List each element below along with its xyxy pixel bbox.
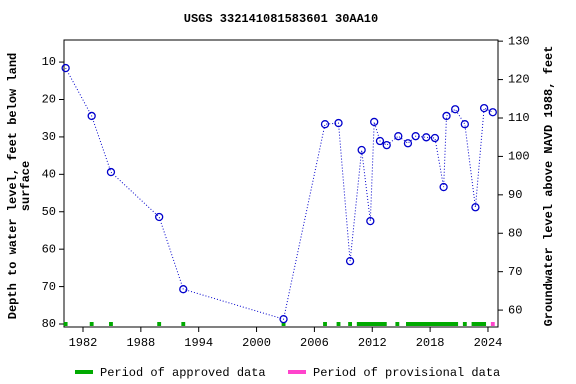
data-point (411, 132, 420, 141)
period-bar (181, 322, 186, 326)
period-bar (406, 322, 459, 326)
y-tick-label: 50 (42, 205, 56, 219)
data-point (334, 118, 343, 128)
period-bar (63, 322, 68, 326)
data-point (439, 182, 448, 192)
period-bar (490, 322, 495, 326)
y-axis-label: surface (19, 161, 33, 211)
legend-label: Period of approved data (100, 366, 266, 380)
x-tick-label: 1994 (184, 336, 213, 350)
period-bar (281, 322, 286, 326)
plot-frame (63, 39, 499, 328)
x-tick-label: 2018 (416, 336, 445, 350)
data-point (422, 133, 431, 142)
y-tick-label: 80 (42, 317, 56, 331)
x-tick-label: 2000 (242, 336, 271, 350)
data-point (460, 120, 469, 129)
data-point (357, 145, 366, 155)
data-point (87, 111, 96, 121)
chart-title: USGS 332141081583601 30AA10 (184, 12, 378, 26)
period-bar (471, 322, 487, 326)
data-point (479, 103, 489, 113)
period-bar (356, 322, 387, 326)
period-bar (462, 322, 467, 326)
data-point (61, 63, 70, 73)
data-point (488, 108, 497, 117)
x-tick-label: 1988 (126, 336, 155, 350)
data-point (451, 105, 460, 114)
data-point (366, 216, 375, 226)
data-point (320, 120, 330, 129)
data-point (394, 132, 403, 141)
period-bar (336, 322, 341, 326)
y2-tick-label: 90 (508, 188, 522, 202)
period-bar (395, 322, 400, 326)
period-bar (109, 322, 113, 326)
y2-tick-label: 60 (508, 303, 522, 317)
period-bar (157, 322, 162, 326)
period-bar (323, 322, 327, 326)
y2-tick-label: 100 (508, 150, 530, 164)
legend-label: Period of provisional data (313, 366, 500, 380)
data-point (382, 140, 391, 150)
data-point (370, 117, 379, 127)
y-tick-label: 60 (42, 242, 56, 256)
data-point (179, 285, 188, 294)
y2-axis-label: Groundwater level above NAVD 1988, feet (542, 46, 556, 327)
y2-tick-label: 110 (508, 111, 530, 125)
y2-tick-label: 80 (508, 226, 522, 240)
y2-tick-label: 70 (508, 265, 522, 279)
y2-tick-label: 130 (508, 34, 530, 48)
x-tick-label: 1982 (69, 336, 98, 350)
x-tick-label: 2006 (300, 336, 329, 350)
data-point (155, 212, 164, 222)
data-point (106, 167, 116, 177)
period-bar (89, 322, 94, 326)
data-point (375, 136, 385, 146)
y-tick-label: 40 (42, 168, 56, 182)
data-point (430, 133, 440, 143)
y-tick-label: 10 (42, 55, 56, 69)
y-tick-label: 70 (42, 280, 56, 294)
period-bar (348, 322, 353, 326)
data-point (471, 203, 480, 212)
data-point (345, 256, 355, 266)
data-point (403, 139, 413, 148)
y-axis-label: Depth to water level, feet below land (6, 53, 20, 319)
y2-tick-label: 120 (508, 73, 530, 87)
data-line (65, 67, 494, 320)
y-tick-label: 20 (42, 93, 56, 107)
data-point (442, 111, 451, 121)
data-point (279, 314, 288, 324)
x-tick-label: 2012 (358, 336, 387, 350)
x-tick-label: 2024 (474, 336, 503, 350)
y-tick-label: 30 (42, 130, 56, 144)
